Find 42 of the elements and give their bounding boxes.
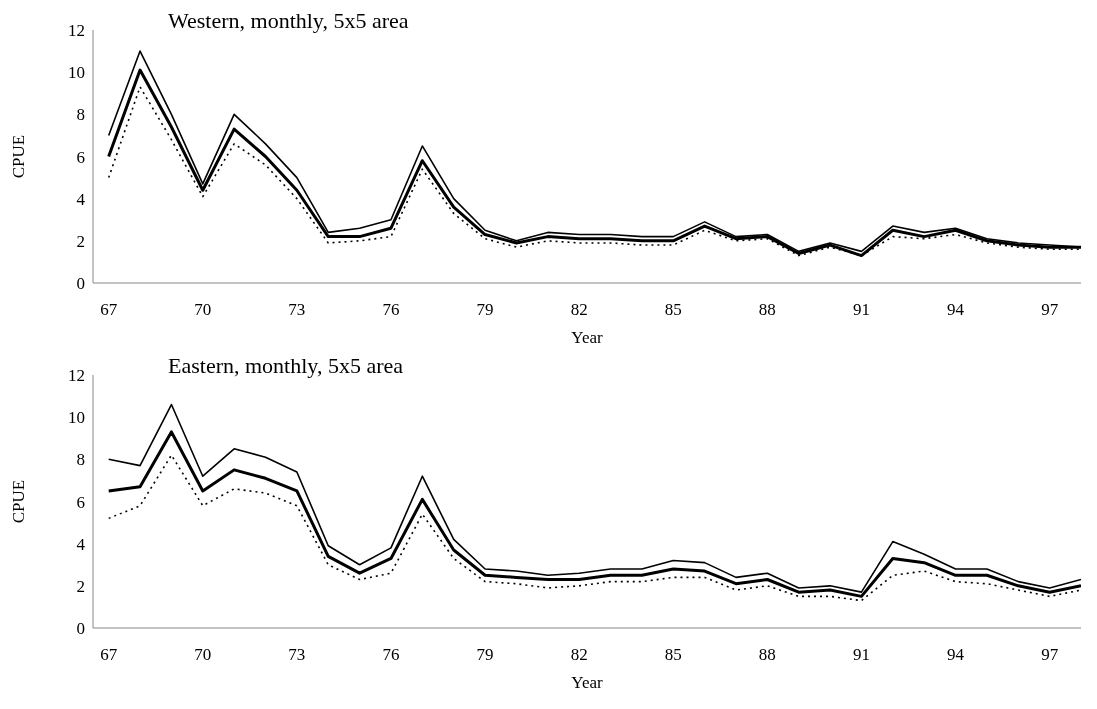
y-axis-title: CPUE	[9, 479, 29, 524]
x-tick-label: 85	[664, 300, 682, 320]
x-tick-label: 67	[100, 645, 118, 665]
x-tick-label: 88	[758, 300, 776, 320]
x-tick-label: 85	[664, 645, 682, 665]
x-tick-label: 94	[947, 300, 965, 320]
x-tick-label: 76	[382, 645, 400, 665]
x-tick-label: 82	[570, 300, 588, 320]
x-tick-label: 97	[1041, 645, 1059, 665]
x-axis-title: Year	[571, 328, 603, 347]
y-tick-label: 2	[76, 576, 85, 596]
x-tick-label: 70	[194, 645, 212, 665]
x-tick-label: 67	[100, 300, 118, 320]
y-tick-label: 12	[68, 21, 85, 41]
y-axis-title: CPUE	[9, 134, 29, 179]
x-tick-label: 70	[194, 300, 212, 320]
y-tick-label: 8	[76, 105, 85, 125]
chart-title: Eastern, monthly, 5x5 area	[168, 353, 403, 379]
x-tick-label: 91	[852, 645, 870, 665]
y-tick-label: 12	[68, 366, 85, 386]
x-axis-title: Year	[571, 673, 603, 692]
y-tick-label: 0	[76, 619, 85, 639]
y-tick-label: 6	[76, 147, 85, 167]
x-tick-label: 97	[1041, 300, 1059, 320]
x-tick-label: 79	[476, 300, 494, 320]
x-tick-label: 79	[476, 645, 494, 665]
y-tick-label: 10	[68, 63, 85, 83]
y-tick-label: 10	[68, 408, 85, 428]
y-tick-label: 0	[76, 274, 85, 294]
x-tick-label: 73	[288, 645, 306, 665]
x-tick-label: 94	[947, 645, 965, 665]
y-tick-label: 4	[76, 534, 86, 554]
y-tick-label: 2	[76, 231, 85, 251]
x-tick-label: 82	[570, 645, 588, 665]
x-tick-label: 73	[288, 300, 306, 320]
y-tick-label: 4	[76, 189, 86, 209]
x-tick-label: 76	[382, 300, 400, 320]
y-tick-label: 6	[76, 492, 85, 512]
y-tick-label: 8	[76, 450, 85, 470]
chart-title: Western, monthly, 5x5 area	[168, 8, 409, 34]
x-tick-label: 88	[758, 645, 776, 665]
x-tick-label: 91	[852, 300, 870, 320]
